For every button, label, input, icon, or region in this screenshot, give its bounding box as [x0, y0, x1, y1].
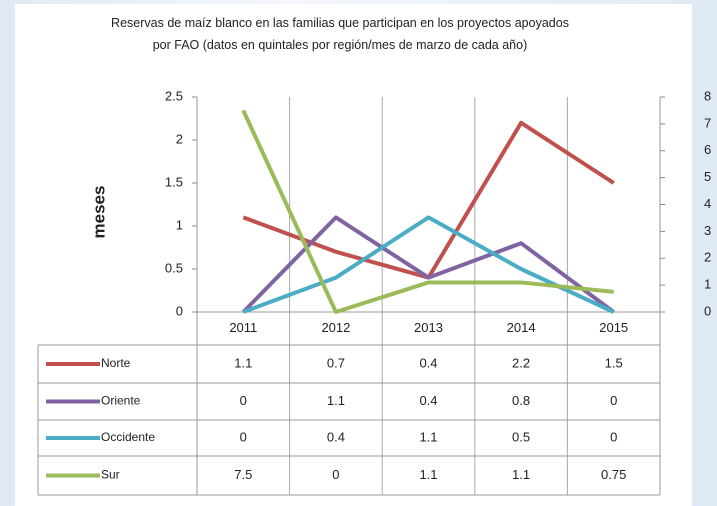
table-cell: 0 [332, 467, 339, 482]
x-tick-label: 2011 [229, 320, 257, 335]
legend-label: Sur [101, 468, 120, 482]
table-cell: 0.75 [601, 467, 626, 482]
y2-tick-label: 0 [704, 303, 711, 318]
table-cell: 0.4 [327, 429, 345, 444]
y2-tick-label: 2 [704, 250, 711, 265]
y2-tick-label: 6 [704, 142, 711, 157]
table-cell: 0.4 [419, 393, 437, 408]
table-cell: 0 [610, 393, 617, 408]
x-tick-label: 2015 [599, 320, 628, 335]
y2-tick-label: 4 [704, 196, 711, 211]
y2-tick-label: 3 [704, 223, 711, 238]
y-tick-label: 2.5 [165, 88, 183, 103]
y2-tick-label: 1 [704, 277, 711, 292]
chart-title: Reservas de maíz blanco en las familias … [111, 16, 569, 52]
table-cell: 0.4 [419, 355, 437, 370]
y-tick-label: 2 [176, 131, 183, 146]
legend-label: Norte [101, 356, 131, 370]
x-tick-label: 2012 [321, 320, 350, 335]
legend-label: Oriente [101, 394, 141, 408]
table-cell: 0 [240, 429, 247, 444]
legend-label: Occidente [101, 430, 155, 444]
table-cell: 0.5 [512, 429, 530, 444]
y-tick-label: 0.5 [165, 260, 183, 275]
y2-tick-label: 7 [704, 115, 711, 130]
table-cell: 1.1 [327, 393, 345, 408]
table-cell: 1.5 [605, 355, 623, 370]
y-tick-label: 1.5 [165, 174, 183, 189]
table-cell: 1.1 [512, 467, 530, 482]
x-tick-label: 2014 [507, 320, 536, 335]
table-cell: 2.2 [512, 355, 530, 370]
y2-tick-label: 5 [704, 169, 711, 184]
y-axis-label: meses [89, 186, 108, 239]
table-cell: 0.7 [327, 355, 345, 370]
table-cell: 1.1 [234, 355, 252, 370]
table-cell: 0 [240, 393, 247, 408]
table-cell: 1.1 [419, 467, 437, 482]
series-line [241, 109, 614, 314]
table-cell: 1.1 [419, 429, 437, 444]
x-tick-label: 2013 [414, 320, 443, 335]
y-tick-label: 1 [176, 217, 183, 232]
series-line [242, 215, 615, 314]
y2-tick-label: 8 [704, 88, 711, 103]
table-cell: 0 [610, 429, 617, 444]
table-cell: 7.5 [234, 467, 252, 482]
table-cell: 0.8 [512, 393, 530, 408]
y-tick-label: 0 [176, 303, 183, 318]
